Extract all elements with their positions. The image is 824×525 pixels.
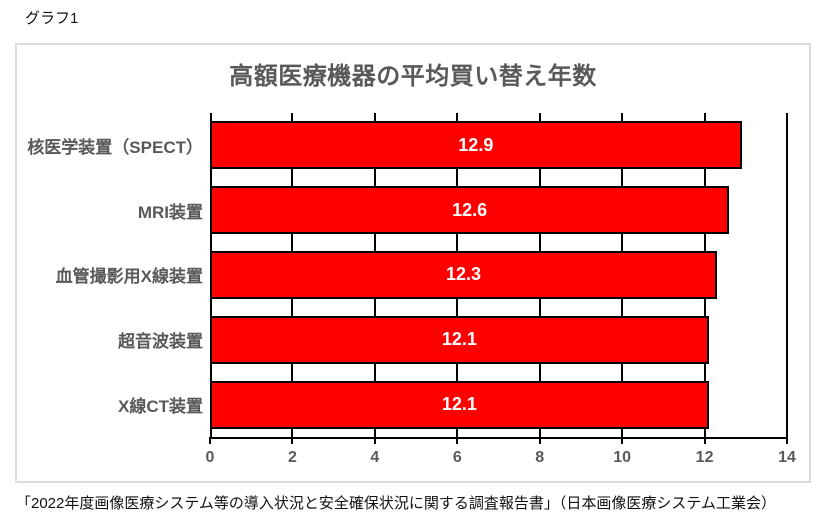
category-label: X線CT装置 <box>118 397 203 417</box>
x-axis-labels: 0 2 4 6 8 10 12 14 <box>206 449 796 469</box>
x-axis-tick <box>621 437 624 444</box>
category-label: 核医学装置（SPECT） <box>27 137 203 157</box>
x-axis-tick-label: 12 <box>695 449 714 466</box>
x-axis-tick <box>373 437 376 444</box>
graph-label: グラフ1 <box>25 10 79 27</box>
chart-title: 高額医療機器の平均買い替え年数 <box>229 63 597 90</box>
x-axis-tick-label: 4 <box>370 449 380 466</box>
x-axis-tick <box>786 437 788 444</box>
bar: 12.1 <box>210 315 709 364</box>
x-axis-tick-label: 6 <box>452 449 462 466</box>
x-axis-tick-label: 0 <box>205 449 215 466</box>
category-label: MRI装置 <box>137 202 203 222</box>
source-caption: 「2022年度画像医療システム等の導入状況と安全確保状況に関する調査報告書」（日… <box>16 495 776 512</box>
x-axis-tick <box>209 437 211 444</box>
x-axis-tick-label: 14 <box>778 449 796 466</box>
chart-container: 高額医療機器の平均買い替え年数 核医学装置（SPECT） MRI装置血管撮影用X線… <box>15 43 811 483</box>
x-axis-ticks <box>209 437 788 444</box>
category-label: 血管撮影用X線装置 <box>55 267 203 287</box>
bar-row: 12.6 <box>210 178 787 243</box>
x-axis-tick <box>703 437 706 444</box>
bar-row: 12.1 <box>210 307 787 372</box>
bar-row: 12.9 <box>210 113 787 178</box>
bar-row: 12.1 <box>210 372 787 437</box>
x-axis-tick-label: 8 <box>535 449 545 466</box>
bar-value-label: 12.3 <box>445 264 481 285</box>
bar: 12.1 <box>210 380 709 429</box>
y-axis-line <box>210 113 212 437</box>
x-axis-tick-label: 2 <box>287 449 297 466</box>
plot-area: 12.9 12.6 12.3 12.1 12.1 0 2 4 6 8 10 12 14 <box>206 113 796 466</box>
bar: 12.6 <box>210 186 730 235</box>
bar-value-label: 12.9 <box>458 134 494 155</box>
bar-value-label: 12.1 <box>441 329 477 350</box>
x-axis-tick <box>456 437 459 444</box>
bar-row: 12.3 <box>210 243 787 308</box>
x-axis-line <box>210 437 788 439</box>
x-axis-tick-label: 10 <box>613 449 632 466</box>
category-axis-labels: 核医学装置（SPECT） MRI装置血管撮影用X線装置超音波装置 X線CT装置 <box>25 113 203 437</box>
category-label: 超音波装置 <box>118 332 203 352</box>
bars-layer: 12.9 12.6 12.3 12.1 12.1 <box>210 113 787 437</box>
bar: 12.3 <box>210 250 717 299</box>
bar-value-label: 12.6 <box>452 199 488 220</box>
x-axis-tick <box>291 437 294 444</box>
gridline <box>786 113 788 437</box>
bar-value-label: 12.1 <box>441 394 477 415</box>
x-axis-tick <box>538 437 541 444</box>
bar: 12.9 <box>210 121 742 170</box>
